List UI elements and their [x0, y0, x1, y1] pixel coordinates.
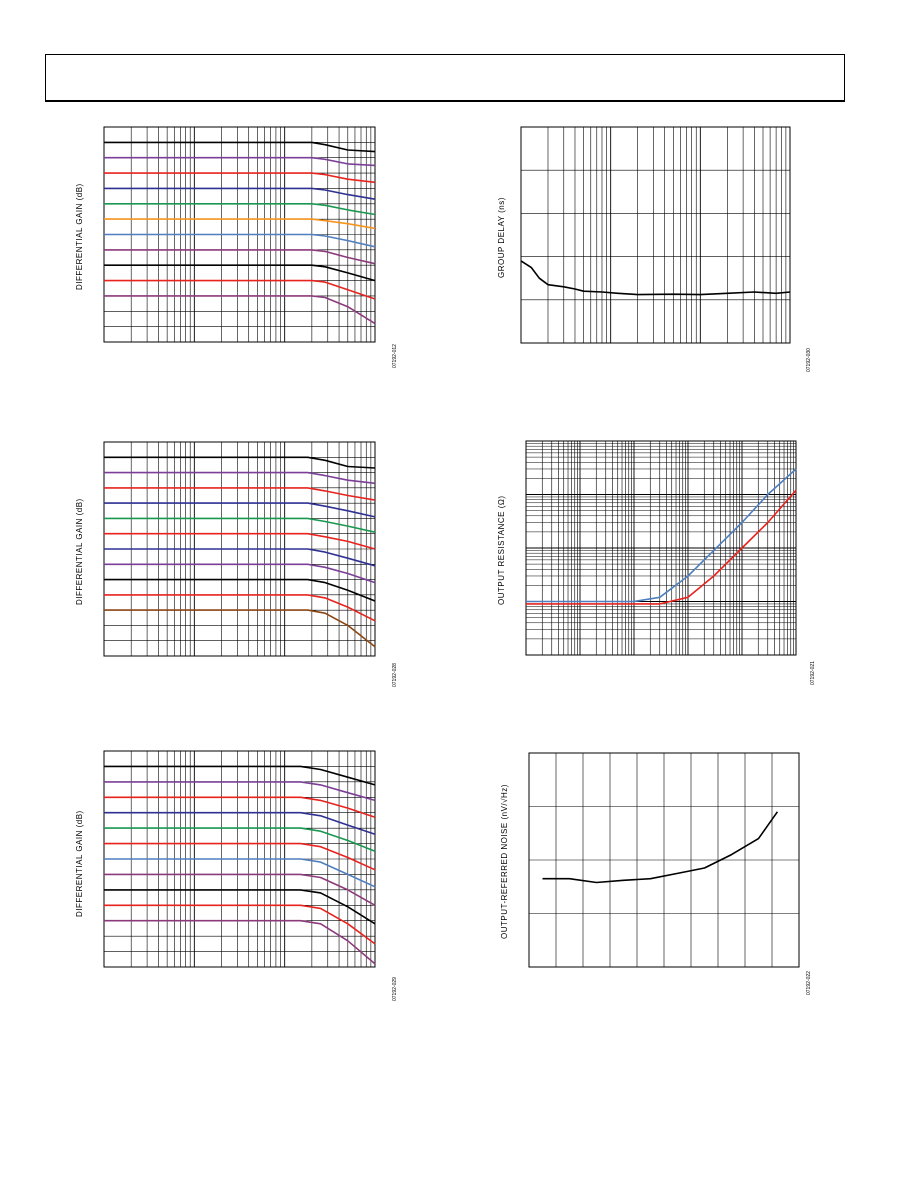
grid — [529, 753, 799, 967]
series-line — [104, 796, 376, 819]
series-line — [104, 858, 376, 888]
series-line — [104, 873, 376, 906]
series-line — [526, 468, 797, 603]
series-line — [104, 532, 376, 550]
series-line — [104, 781, 376, 802]
figure-id: 07192-030 — [806, 348, 812, 372]
series-line — [542, 811, 779, 884]
series-line — [104, 172, 376, 184]
grid — [521, 127, 790, 343]
chart-panel-output-resistance: OUTPUT RESISTANCE (Ω) 07192-021 — [480, 431, 840, 691]
chart-panel-output-referred-noise: OUTPUT-REFERRED NOISE (nV/√Hz) 07192-022 — [480, 743, 840, 1003]
figure-id: 07192-029 — [392, 977, 398, 1001]
series-line — [104, 609, 376, 648]
figure-id: 07192-028 — [392, 663, 398, 687]
series-line — [104, 578, 376, 602]
series-line — [520, 260, 791, 296]
plot-frame — [525, 440, 797, 656]
series-line — [104, 502, 376, 518]
output-referred-noise-chart — [528, 752, 800, 968]
series-line — [104, 456, 376, 469]
differential-gain-chart-3 — [103, 750, 376, 968]
series-line — [104, 842, 376, 871]
series-line — [104, 889, 376, 925]
plot-frame — [520, 126, 791, 344]
series-line — [104, 233, 376, 248]
figure-id: 07192-021 — [810, 661, 816, 685]
series-line — [526, 489, 797, 605]
series-line — [104, 487, 376, 501]
series-line — [104, 187, 376, 200]
series-line — [104, 203, 376, 216]
series-line — [104, 156, 376, 167]
series-line — [104, 594, 376, 622]
series-line — [104, 141, 376, 153]
series-line — [104, 264, 376, 282]
series-line — [104, 471, 376, 485]
series-line — [104, 548, 376, 567]
series-line — [104, 563, 376, 584]
series-line — [104, 249, 376, 265]
figure-id: 07192-012 — [392, 344, 398, 368]
series-line — [104, 765, 376, 786]
series-line — [104, 218, 376, 230]
figure-id: 07192-022 — [806, 971, 812, 995]
series-line — [104, 904, 376, 945]
series-line — [104, 827, 376, 853]
differential-gain-chart-1 — [103, 126, 376, 343]
series-line — [104, 811, 376, 836]
chart-panel-differential-gain-2: DIFFERENTIAL GAIN (dB) 07192-028 — [60, 431, 420, 691]
plot-frame — [528, 752, 800, 968]
output-resistance-chart — [525, 440, 797, 656]
series-line — [104, 919, 376, 965]
chart-panel-differential-gain-1: DIFFERENTIAL GAIN (dB) 07192-012 — [60, 118, 420, 378]
page-header-box — [45, 54, 845, 102]
chart-panel-differential-gain-3: DIFFERENTIAL GAIN (dB) 07192-029 — [60, 743, 420, 1003]
group-delay-chart — [520, 126, 791, 344]
differential-gain-chart-2 — [103, 441, 376, 657]
series-line — [104, 517, 376, 533]
series-line — [104, 295, 376, 325]
grid — [526, 441, 796, 655]
series-line — [104, 279, 376, 300]
chart-panel-group-delay: GROUP DELAY (ns) 07192-030 — [480, 118, 840, 378]
